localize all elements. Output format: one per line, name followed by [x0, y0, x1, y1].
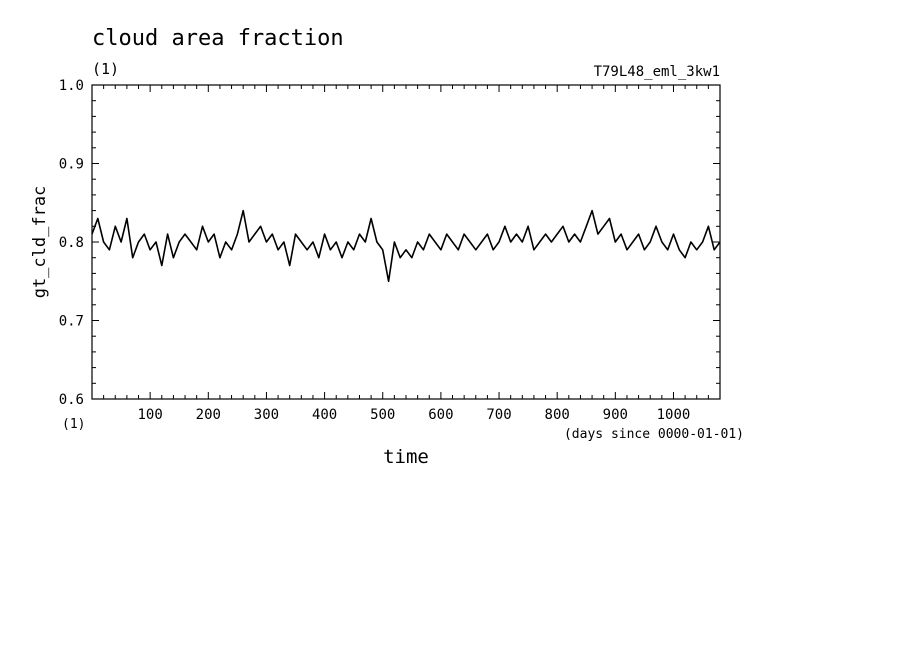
- y-units: (1): [62, 417, 85, 432]
- x-tick-label: 200: [196, 407, 221, 423]
- y-tick-labels: 0.6 0.7 0.8 0.9 1.0: [59, 78, 84, 408]
- plot-frame: [91, 84, 721, 400]
- y-tick-label: 1.0: [59, 78, 84, 94]
- experiment-label: T79L48_eml_3kw1: [594, 64, 720, 80]
- x-tick-label: 300: [254, 407, 279, 423]
- x-tick-label: 900: [603, 407, 628, 423]
- chart-title: cloud area fraction: [92, 26, 344, 51]
- x-tick-label: 800: [545, 407, 570, 423]
- x-tick-labels: 100 200 300 400 500 600 700 800 900 1000: [137, 407, 690, 423]
- x-tick-label: 600: [428, 407, 453, 423]
- x-tick-label: 700: [486, 407, 511, 423]
- y-tick-label: 0.9: [59, 157, 84, 173]
- x-axis-label: time: [383, 446, 429, 468]
- x-tick-label: 400: [312, 407, 337, 423]
- y-axis-label: gt_cld_frac: [30, 186, 50, 299]
- x-tick-label: 1000: [657, 407, 691, 423]
- x-units: (days since 0000-01-01): [564, 427, 744, 442]
- series-line: [91, 209, 721, 283]
- y-tick-label: 0.6: [59, 392, 84, 408]
- y-tick-label: 0.8: [59, 235, 84, 251]
- plot-area: 0.6 0.7 0.8 0.9 1.0 100 200 300 400 500 600 700 800…: [59, 78, 721, 423]
- title-units: (1): [92, 60, 119, 78]
- y-tick-label: 0.7: [59, 314, 84, 330]
- axis-ticks: [92, 84, 721, 400]
- x-tick-label: 100: [137, 407, 162, 423]
- x-tick-label: 500: [370, 407, 395, 423]
